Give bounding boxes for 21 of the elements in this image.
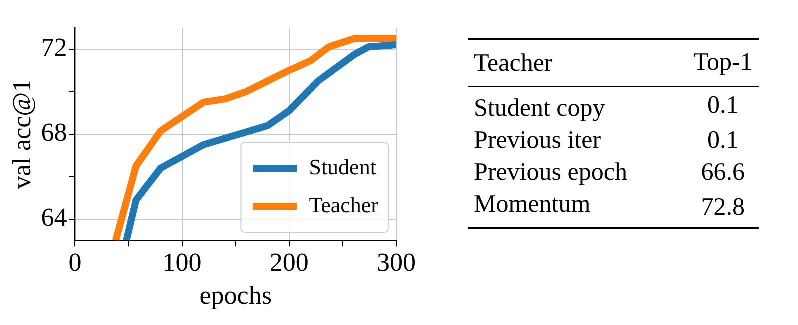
legend-label: Teacher [309, 192, 380, 218]
data-label: 0.1 [706, 91, 740, 121]
x-tick-label: 300 [377, 248, 416, 278]
category-label: Previous epoch [473, 158, 628, 188]
x-tick-label: 0 [68, 248, 82, 278]
y-tick-label: 68 [41, 118, 68, 148]
x-tick-label: 200 [270, 248, 309, 278]
y-axis-title: val acc@1 [7, 79, 36, 190]
category-label: Momentum [473, 190, 592, 220]
x-tick-label: 100 [162, 248, 202, 278]
data-label: 66.6 [700, 158, 746, 188]
text: Top-1 [692, 48, 754, 78]
category-label: Student copy [473, 94, 606, 124]
legend-label: Student [309, 154, 376, 180]
text: Teacher [473, 49, 554, 79]
data-label: 72.8 [700, 193, 746, 223]
x-axis-title: epochs [200, 281, 272, 310]
data-label: 0.1 [706, 126, 740, 156]
y-tick-label: 72 [41, 33, 68, 62]
y-tick-label: 64 [41, 203, 68, 232]
category-label: Previous iter [473, 126, 602, 156]
